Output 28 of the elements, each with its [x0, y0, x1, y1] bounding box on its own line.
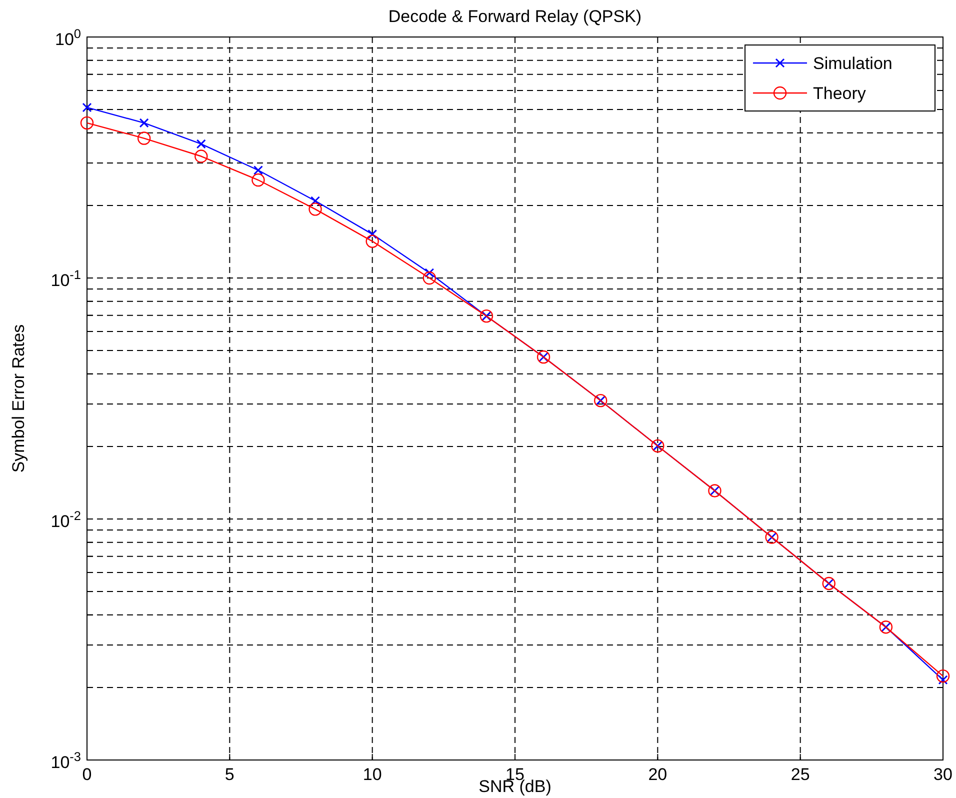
point: [253, 165, 263, 175]
y-tick-label: 10$^{0}$: [54, 26, 81, 49]
y-axis-title: Symbol Error Rates: [9, 324, 28, 473]
y-tick-label: 10$^{-1}$: [50, 266, 81, 290]
point: [310, 196, 320, 206]
x-tick-label: 25: [790, 765, 810, 784]
y-tick-label: 10$^{-2}$: [50, 508, 81, 531]
point: [368, 229, 378, 239]
point: [80, 116, 94, 130]
x-tick-label: 0: [82, 765, 92, 784]
x-tick-label: 5: [224, 765, 234, 784]
point: [936, 669, 950, 683]
x-tick-label: 10: [362, 765, 382, 784]
y-tick-label: 10$^{-3}$: [50, 748, 81, 772]
point: [422, 271, 436, 285]
x-tick-label: 30: [934, 765, 952, 784]
point: [139, 118, 149, 128]
point: [366, 234, 379, 248]
point: [308, 202, 322, 216]
point: [137, 132, 151, 145]
point: [194, 150, 208, 163]
x-tick-label: 20: [648, 765, 668, 784]
point: [196, 139, 206, 149]
chart-title: Decode & Forward Relay (QPSK): [388, 7, 642, 26]
legend-label: Theory: [813, 84, 866, 103]
point: [252, 173, 265, 187]
point: [82, 102, 92, 112]
legend-label: Simulation: [813, 54, 892, 73]
